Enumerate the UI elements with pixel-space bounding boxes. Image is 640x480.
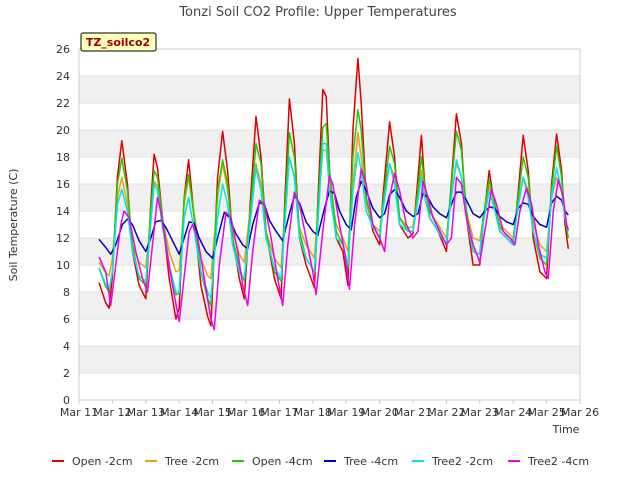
y-tick-label: 22: [56, 97, 70, 110]
y-tick-label: 12: [56, 232, 70, 245]
plot-frame: [78, 48, 581, 401]
chart-title: Tonzi Soil CO2 Profile: Upper Temperatur…: [178, 5, 457, 20]
y-tick-label: 2: [63, 367, 70, 380]
y-tick-label: 10: [56, 259, 70, 272]
y-tick-label: 18: [56, 151, 70, 164]
y-tick-label: 16: [56, 178, 70, 191]
legend-label-tree-2cm: Tree -2cm: [164, 455, 219, 468]
x-tick-label: Mar 13: [127, 406, 165, 419]
x-tick-label: Mar 11: [60, 406, 98, 419]
x-tick-label: Mar 26: [561, 406, 599, 419]
x-tick-label: Mar 18: [294, 406, 332, 419]
y-tick-label: 8: [63, 286, 70, 299]
x-tick-label: Mar 22: [427, 406, 465, 419]
legend-label-open-4cm: Open -4cm: [252, 455, 313, 468]
legend-label-tree2-2cm: Tree2 -2cm: [431, 455, 493, 468]
x-tick-label: Mar 23: [461, 406, 499, 419]
x-tick-label: Mar 24: [494, 406, 532, 419]
legend: Open -2cm Tree -2cm Open -4cm Tree -4cm Tree…: [52, 455, 589, 468]
x-tick-label: Mar 20: [360, 406, 398, 419]
y-tick-label: 24: [56, 70, 70, 83]
legend-label-open-2cm: Open -2cm: [72, 455, 133, 468]
legend-label-tree2-4cm: Tree2 -4cm: [527, 455, 589, 468]
grid-band: [79, 346, 580, 373]
y-tick-label: 20: [56, 124, 70, 137]
x-tick-label: Mar 25: [527, 406, 565, 419]
y-tick-label: 26: [56, 43, 70, 56]
badge: TZ_soilco2: [80, 32, 157, 52]
series-line-tree2-4cm: [98, 168, 570, 331]
badge-label: TZ_soilco2: [86, 36, 150, 49]
y-tick-label: 14: [56, 205, 70, 218]
grid-band: [79, 238, 580, 265]
plot-background: [79, 49, 580, 400]
grid-band: [79, 130, 580, 157]
legend-label-tree-4cm: Tree -4cm: [343, 455, 398, 468]
grid-band: [79, 76, 580, 103]
y-tick-label: 4: [63, 340, 70, 353]
plot-series: [98, 57, 570, 331]
x-tick-label: Mar 21: [394, 406, 432, 419]
x-axis-title: Time: [552, 423, 580, 436]
x-tick-label: Mar 19: [327, 406, 365, 419]
x-tick-label: Mar 14: [160, 406, 198, 419]
y-axis-title: Soil Temperature (C): [7, 169, 20, 282]
x-tick-label: Mar 15: [193, 406, 231, 419]
y-tick-label: 0: [63, 394, 70, 407]
y-tick-label: 6: [63, 313, 70, 326]
x-tick-label: Mar 17: [260, 406, 298, 419]
x-tick-label: Mar 16: [227, 406, 265, 419]
x-tick-label: Mar 12: [93, 406, 131, 419]
grid-band: [79, 292, 580, 319]
badge-box: [80, 32, 157, 52]
